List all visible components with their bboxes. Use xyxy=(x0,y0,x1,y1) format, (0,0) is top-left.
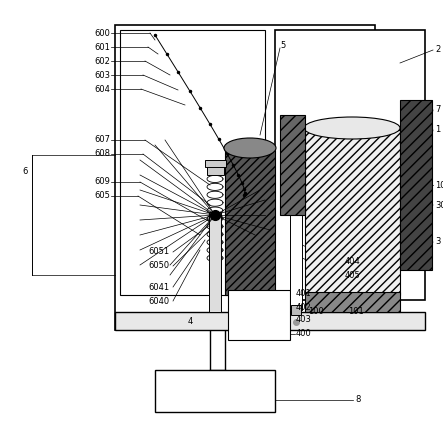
Bar xyxy=(225,150,275,295)
Bar xyxy=(209,212,221,312)
Text: 6: 6 xyxy=(22,168,27,176)
Text: 401: 401 xyxy=(296,289,312,298)
Bar xyxy=(155,370,275,412)
Text: 2: 2 xyxy=(435,46,440,55)
Text: 609: 609 xyxy=(94,178,110,187)
Bar xyxy=(115,25,375,330)
Bar xyxy=(275,30,425,300)
Text: 404: 404 xyxy=(345,258,361,267)
Text: 607: 607 xyxy=(94,135,110,144)
Bar xyxy=(305,130,400,295)
Bar xyxy=(115,312,425,330)
Text: 6050: 6050 xyxy=(148,261,169,270)
Ellipse shape xyxy=(224,138,276,158)
Text: 6040: 6040 xyxy=(148,297,169,305)
Text: 600: 600 xyxy=(94,28,110,37)
Text: 8: 8 xyxy=(355,396,360,405)
Text: 7: 7 xyxy=(435,105,440,114)
Bar xyxy=(228,290,290,340)
Text: 400: 400 xyxy=(296,329,312,338)
Bar xyxy=(291,305,301,315)
Text: 403: 403 xyxy=(296,316,312,325)
Bar xyxy=(205,160,226,167)
Text: 5: 5 xyxy=(280,40,285,49)
Bar xyxy=(400,100,432,270)
Text: 6041: 6041 xyxy=(148,283,169,292)
Text: 603: 603 xyxy=(94,71,110,80)
Ellipse shape xyxy=(304,117,400,139)
Text: 101: 101 xyxy=(348,307,364,316)
Bar xyxy=(280,115,305,215)
Text: 605: 605 xyxy=(94,191,110,200)
Text: 402: 402 xyxy=(296,302,312,311)
Bar xyxy=(207,165,224,175)
Bar xyxy=(120,30,265,295)
Text: 6051: 6051 xyxy=(148,248,169,257)
Text: 604: 604 xyxy=(94,85,110,93)
Text: 608: 608 xyxy=(94,150,110,159)
Text: 3: 3 xyxy=(435,237,440,246)
Text: 4: 4 xyxy=(188,317,193,326)
Text: 601: 601 xyxy=(94,43,110,52)
Text: 602: 602 xyxy=(94,56,110,65)
Bar xyxy=(290,200,302,310)
Text: 100: 100 xyxy=(308,307,324,316)
Text: 405: 405 xyxy=(345,270,361,280)
Text: 300: 300 xyxy=(435,200,443,209)
Text: 100: 100 xyxy=(435,181,443,190)
Text: 1: 1 xyxy=(435,126,440,135)
Bar xyxy=(305,292,400,312)
